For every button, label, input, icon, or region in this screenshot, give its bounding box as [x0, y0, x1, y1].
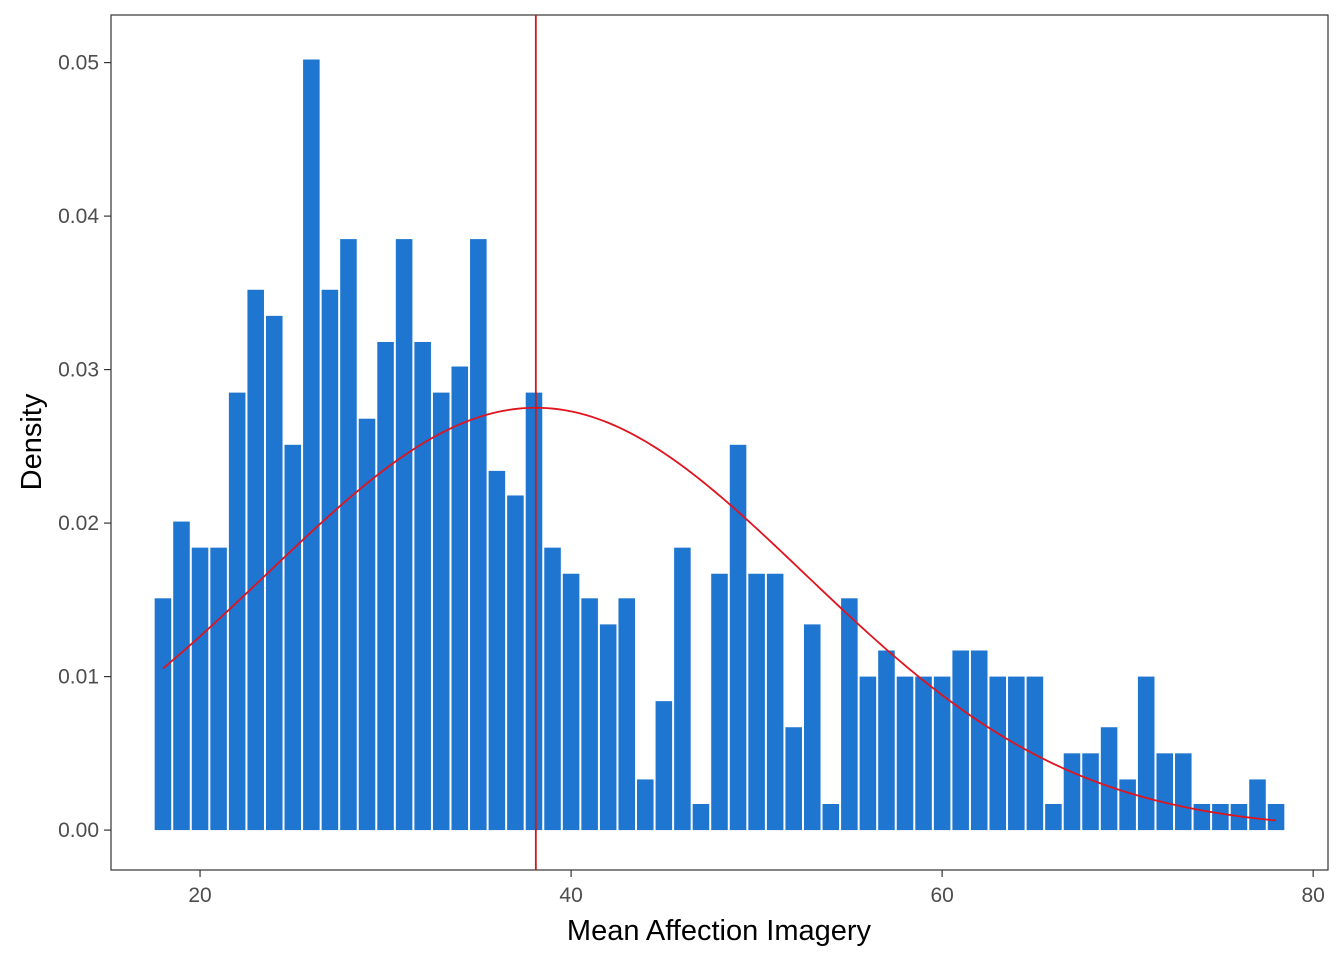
- histogram-bar: [395, 239, 413, 831]
- histogram-bar: [1249, 779, 1266, 831]
- histogram-bar: [1212, 803, 1229, 831]
- histogram-bar: [637, 779, 654, 831]
- histogram-bar: [655, 701, 673, 831]
- histogram-bar: [191, 547, 209, 831]
- y-tick-label: 0.02: [58, 512, 99, 535]
- histogram-bar: [1156, 753, 1174, 831]
- histogram-bar: [488, 470, 506, 831]
- histogram-bar: [247, 289, 264, 831]
- y-axis-ticks: 0.00 0.01 0.02 0.03 0.04 0.05: [58, 52, 111, 842]
- histogram-bar: [581, 598, 598, 831]
- histogram-bar: [507, 495, 524, 831]
- x-axis-title: Mean Affection Imagery: [567, 915, 872, 947]
- histogram-bar: [970, 650, 988, 831]
- histogram-bar: [562, 573, 580, 831]
- histogram-bar: [822, 803, 840, 831]
- histogram-bar: [952, 650, 969, 831]
- histogram-bar: [228, 392, 246, 831]
- histogram-bar: [358, 418, 376, 831]
- histogram-bar: [729, 444, 747, 831]
- histogram-bar: [321, 289, 339, 831]
- histogram-bar: [451, 366, 469, 831]
- histogram-bar: [618, 598, 636, 831]
- histogram-bar: [284, 444, 302, 831]
- histogram-bar: [692, 803, 710, 831]
- histogram-bar: [544, 547, 561, 831]
- histogram-bar: [173, 521, 190, 831]
- y-tick-label: 0.01: [58, 666, 99, 689]
- normal-density-curve: [162, 406, 1277, 822]
- histogram-bar: [766, 573, 784, 831]
- x-tick-label: 40: [559, 884, 582, 907]
- histogram-bar: [1063, 753, 1081, 831]
- histogram-bar: [989, 676, 1007, 831]
- histogram-bar: [803, 624, 821, 831]
- histogram-bar: [154, 598, 172, 831]
- histogram-bar: [1119, 779, 1136, 831]
- histogram-bar: [377, 341, 394, 831]
- x-tick-label: 60: [930, 884, 953, 907]
- histogram-bar: [1267, 803, 1285, 831]
- histogram-bar: [1100, 727, 1118, 831]
- histogram-bar: [340, 239, 357, 831]
- histogram-bar: [933, 676, 951, 831]
- histogram-bar: [841, 598, 858, 831]
- histogram-bar: [1082, 753, 1099, 831]
- histogram-bar: [785, 727, 802, 831]
- y-tick-label: 0.04: [58, 205, 99, 228]
- y-axis-title: Density: [16, 393, 48, 490]
- histogram-bar: [1175, 753, 1192, 831]
- histogram-bar: [674, 547, 691, 831]
- histogram-bar: [878, 650, 895, 831]
- y-tick-label: 0.00: [58, 819, 99, 842]
- histogram-bar: [711, 573, 728, 831]
- histogram-bar: [470, 239, 487, 831]
- x-tick-label: 20: [188, 884, 211, 907]
- histogram-bar: [1045, 803, 1062, 831]
- histogram-bars: [154, 59, 1285, 831]
- histogram-bar: [1008, 676, 1025, 831]
- histogram-bar: [432, 392, 450, 831]
- histogram-bar: [414, 341, 431, 831]
- x-axis-ticks: 20 40 60 80: [188, 870, 1325, 907]
- histogram-bar: [859, 676, 877, 831]
- histogram-bar: [915, 676, 932, 831]
- histogram-bar: [303, 59, 320, 831]
- histogram-bar: [748, 573, 765, 831]
- histogram-bar: [896, 676, 914, 831]
- x-tick-label: 80: [1301, 884, 1324, 907]
- histogram-bar: [1137, 676, 1155, 831]
- histogram-bar: [265, 315, 283, 831]
- histogram-bar: [1026, 676, 1044, 831]
- histogram-bar: [599, 624, 617, 831]
- y-tick-label: 0.03: [58, 359, 99, 382]
- histogram-bar: [525, 392, 543, 831]
- histogram-bar: [210, 547, 227, 831]
- y-tick-label: 0.05: [58, 52, 99, 75]
- histogram-bar: [1193, 803, 1211, 831]
